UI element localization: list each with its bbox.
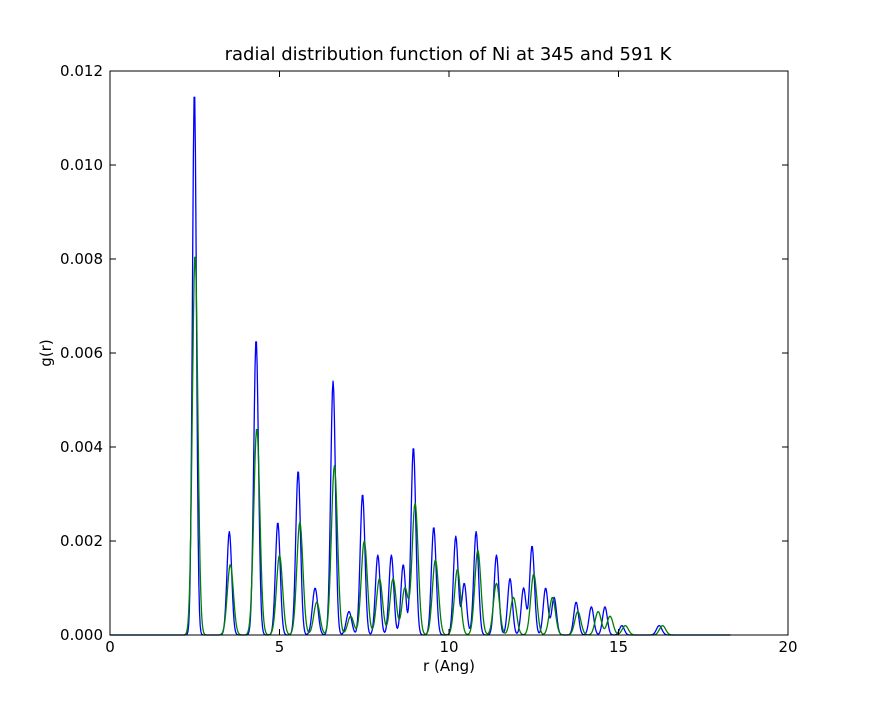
series-line-591k bbox=[110, 256, 731, 636]
y-tick-label: 0.004 bbox=[60, 438, 103, 456]
y-tick-label: 0.010 bbox=[60, 156, 103, 174]
plot-frame bbox=[109, 70, 789, 636]
x-tick-label: 0 bbox=[105, 638, 115, 656]
y-tick-label: 0.002 bbox=[60, 532, 103, 550]
x-tick-label: 5 bbox=[275, 638, 285, 656]
y-tick-label: 0.008 bbox=[60, 250, 103, 268]
x-tick-label: 10 bbox=[439, 638, 458, 656]
y-axis: 0.000 0.002 0.004 0.006 0.008 0.010 0.012 bbox=[60, 62, 788, 644]
x-axis-label: r (Ang) bbox=[423, 657, 475, 675]
y-tick-label: 0.006 bbox=[60, 344, 103, 362]
y-axis-label: g(r) bbox=[37, 339, 55, 366]
x-tick-label: 20 bbox=[778, 638, 797, 656]
plot-area bbox=[110, 96, 731, 636]
series-line-345k bbox=[110, 96, 731, 636]
x-axis: 0 5 10 15 20 bbox=[105, 71, 798, 656]
x-tick-label: 15 bbox=[609, 638, 628, 656]
chart-title: radial distribution function of Ni at 34… bbox=[225, 44, 673, 65]
y-tick-label: 0.000 bbox=[60, 626, 103, 644]
y-tick-label: 0.012 bbox=[60, 62, 103, 80]
